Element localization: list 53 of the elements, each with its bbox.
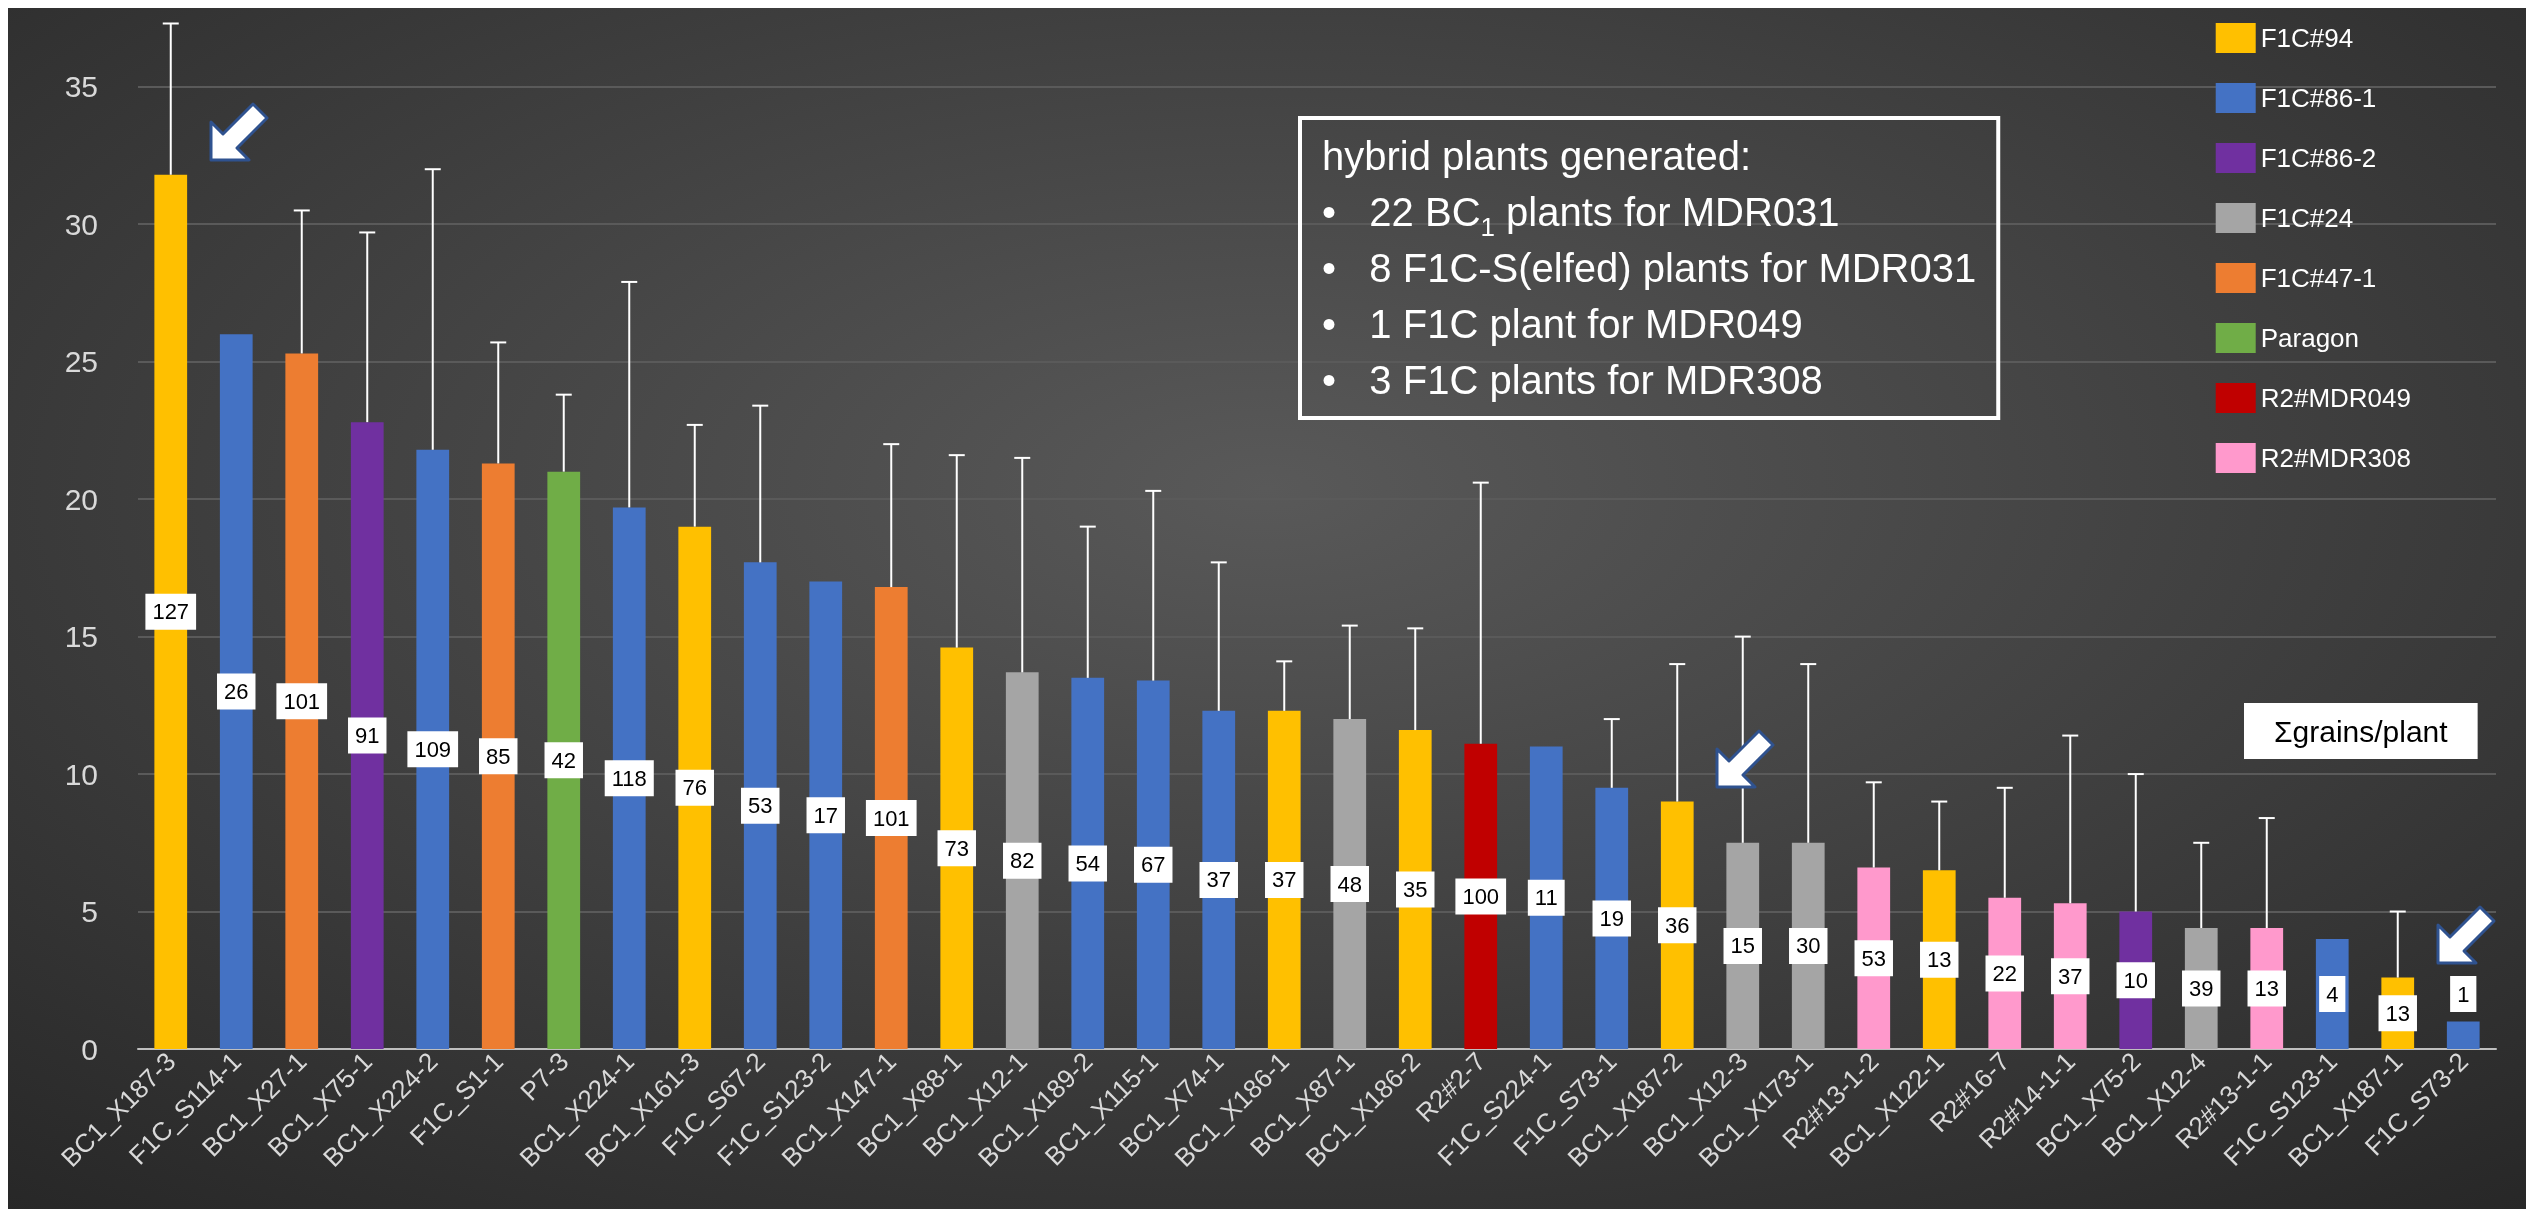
annotation: 101 <box>872 805 910 831</box>
annotation: 109 <box>414 736 452 762</box>
legend-label: Paragon <box>2260 323 2360 353</box>
annotation: 42 <box>551 747 576 773</box>
annotation: 118 <box>611 765 647 791</box>
y-tick-label: 10 <box>64 757 98 791</box>
annotation: 37 <box>1272 867 1297 893</box>
annotation: 22 <box>1992 960 2017 986</box>
annotation: 85 <box>486 743 511 769</box>
annotation: 10 <box>2123 967 2148 993</box>
annotation: 39 <box>2189 976 2214 1002</box>
annotation: 53 <box>748 793 773 819</box>
annotation: 37 <box>1206 867 1231 893</box>
annotation: 19 <box>1599 905 1624 931</box>
annotation: 30 <box>1796 933 1821 959</box>
annotation: 1 <box>2457 981 2470 1007</box>
annotation: 100 <box>1462 883 1500 909</box>
annotation: 13 <box>1927 947 1952 973</box>
y-tick-label: 20 <box>64 482 98 516</box>
annotation: 67 <box>1141 852 1166 878</box>
annotation: Σgrains/plant <box>2274 714 2449 748</box>
y-tick-label: 5 <box>81 895 98 929</box>
annotation: 127 <box>152 599 190 625</box>
annotation: 73 <box>944 835 969 861</box>
annotation: 82 <box>1010 848 1035 874</box>
annotation: 91 <box>355 723 380 749</box>
legend-label: F1C#86-1 <box>2260 83 2377 113</box>
annotation: 53 <box>1861 945 1886 971</box>
annotation: 26 <box>224 679 249 705</box>
annotation: 4 <box>2326 981 2339 1007</box>
y-tick-label: 15 <box>64 620 98 654</box>
annotation: 101 <box>283 688 321 714</box>
y-tick-label: 25 <box>64 345 98 379</box>
annotation: 35 <box>1403 877 1428 903</box>
y-tick-label: 35 <box>64 70 98 104</box>
legend-label: R2#MDR308 <box>2260 443 2412 473</box>
legend-label: F1C#86-2 <box>2260 143 2377 173</box>
annotation: 15 <box>1730 933 1755 959</box>
annotation: 13 <box>2385 1000 2410 1026</box>
y-tick-label: 30 <box>64 207 98 241</box>
legend-label: F1C#94 <box>2260 23 2354 53</box>
annotation: 13 <box>2254 976 2279 1002</box>
annotation: 54 <box>1075 850 1100 876</box>
legend-label: F1C#47-1 <box>2260 263 2377 293</box>
annotation: 48 <box>1337 871 1362 897</box>
bar <box>2446 1021 2480 1049</box>
annotation: 11 <box>1534 885 1558 911</box>
legend-label: F1C#24 <box>2260 203 2354 233</box>
annotation: 36 <box>1665 912 1690 938</box>
annotation: 17 <box>813 802 838 828</box>
legend-label: R2#MDR049 <box>2260 383 2412 413</box>
annotation: 37 <box>2058 963 2083 989</box>
annotation: 76 <box>682 775 707 801</box>
